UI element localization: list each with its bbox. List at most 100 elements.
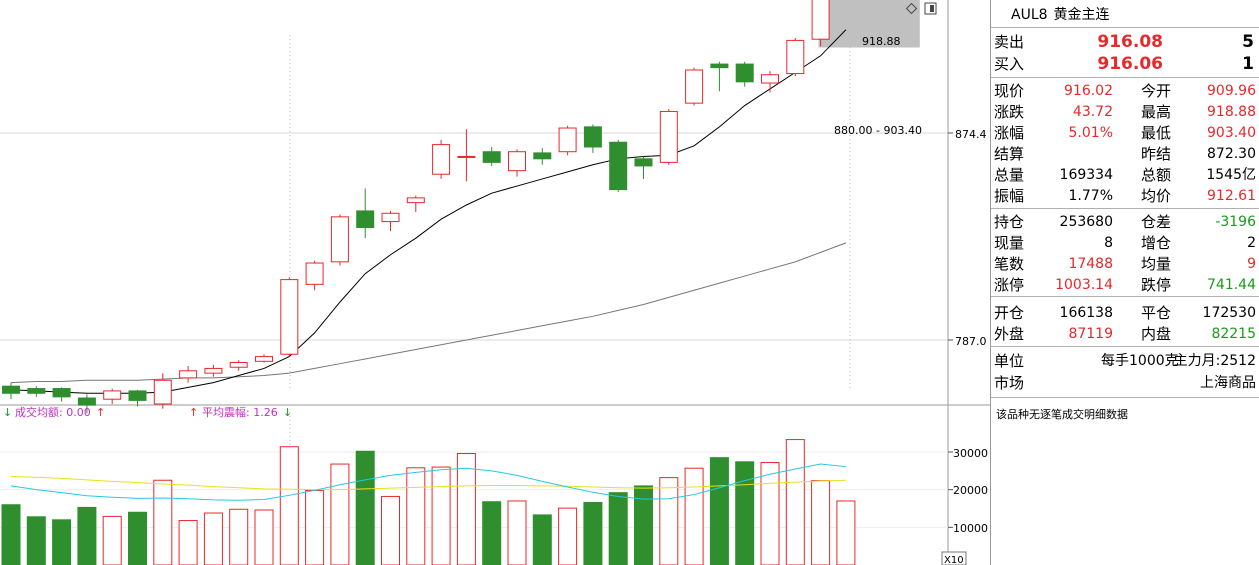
volume-bar bbox=[431, 466, 451, 565]
quote-label: 跌停 bbox=[1141, 276, 1172, 294]
quote-label: 最低 bbox=[1141, 124, 1172, 142]
unit-row: 单位 每手1000克 主力月:2512 bbox=[991, 351, 1259, 371]
volume-bar bbox=[684, 467, 704, 565]
volume-tick-label: 20000 bbox=[953, 484, 988, 497]
range-label: 880.00 - 903.40 bbox=[834, 124, 922, 137]
candle bbox=[406, 195, 425, 213]
volume-bar bbox=[203, 512, 223, 565]
volume-bar bbox=[406, 467, 426, 565]
quote-value: 1545亿 bbox=[1206, 167, 1256, 183]
quote-label: 外盘 bbox=[994, 325, 1025, 343]
candle bbox=[609, 139, 628, 192]
candle-body bbox=[280, 279, 299, 355]
contract-code: AUL8 bbox=[1011, 7, 1048, 23]
candle bbox=[305, 260, 324, 291]
candle bbox=[659, 109, 678, 165]
candle-body bbox=[52, 388, 71, 398]
volume-tick-label: 30000 bbox=[953, 447, 988, 460]
candle bbox=[583, 124, 602, 153]
candle bbox=[128, 389, 147, 407]
candle bbox=[710, 61, 729, 92]
candle bbox=[735, 61, 754, 87]
ma-long-line bbox=[10, 242, 847, 384]
candle bbox=[685, 67, 704, 106]
quote-row: 现量 8 增仓 2 bbox=[991, 233, 1259, 253]
quote-label: 内盘 bbox=[1141, 325, 1172, 343]
price-moving-averages bbox=[10, 29, 847, 394]
volume-bar bbox=[709, 457, 729, 565]
sell-qty: 5 bbox=[1242, 32, 1254, 52]
volume-bar bbox=[507, 500, 527, 565]
quote-value: 17488 bbox=[1068, 256, 1113, 272]
chart-toolbar bbox=[905, 2, 937, 15]
quote-label: 涨幅 bbox=[994, 124, 1025, 142]
quote-label: 涨停 bbox=[994, 276, 1025, 294]
diamond-icon[interactable] bbox=[905, 2, 918, 15]
candle-body bbox=[103, 390, 122, 400]
buy-row: 买入 916.06 1 bbox=[991, 54, 1259, 74]
volume-bar bbox=[381, 495, 400, 565]
candle bbox=[330, 214, 349, 266]
candle bbox=[356, 188, 375, 239]
volume-multiplier-label: X10 bbox=[944, 555, 964, 565]
quote-label: 增仓 bbox=[1141, 234, 1172, 252]
quote-value: 2 bbox=[1247, 235, 1256, 251]
quote-label: 今开 bbox=[1141, 82, 1172, 100]
quote-value: 909.96 bbox=[1207, 83, 1256, 99]
candle bbox=[761, 71, 779, 93]
candle bbox=[533, 148, 552, 165]
candle-body bbox=[558, 127, 577, 153]
volume-bar bbox=[482, 501, 502, 565]
candles[interactable] bbox=[2, 0, 855, 414]
quote-row: 笔数 17488 均量 9 bbox=[991, 254, 1259, 274]
volume-bar bbox=[760, 462, 780, 565]
candle-body bbox=[634, 158, 653, 167]
candle-body bbox=[508, 151, 526, 172]
market-label: 市场 bbox=[994, 374, 1025, 392]
candle bbox=[786, 38, 805, 76]
volume-bar bbox=[558, 507, 578, 565]
quote-value: 169334 bbox=[1059, 167, 1113, 183]
quote-value: 1.77% bbox=[1068, 188, 1113, 204]
sell-price: 916.08 bbox=[1097, 32, 1163, 52]
quote-row: 总量 169334 总额 1545亿 bbox=[991, 165, 1259, 185]
volume-bar bbox=[330, 463, 350, 565]
quote-label: 结算 bbox=[994, 145, 1025, 163]
volume-bar bbox=[305, 489, 325, 565]
volume-bar bbox=[254, 509, 274, 565]
quote-label: 平仓 bbox=[1141, 304, 1172, 322]
volume-bars[interactable] bbox=[1, 439, 856, 565]
quote-row: 外盘 87119 内盘 82215 bbox=[991, 324, 1259, 344]
candle-body bbox=[659, 110, 678, 163]
candlestick-chart[interactable]: 874.4 787.0 918.88 880.00 - 903.40 30000… bbox=[0, 0, 990, 565]
volume-bar bbox=[456, 453, 476, 565]
candle-body bbox=[583, 126, 602, 148]
quote-label: 开仓 bbox=[994, 304, 1025, 322]
candle-body bbox=[77, 397, 96, 406]
quote-label: 持仓 bbox=[994, 213, 1025, 231]
up-arrow-icon: ↑ bbox=[96, 406, 105, 419]
volume-bar bbox=[532, 514, 552, 565]
quote-value: 916.02 bbox=[1064, 83, 1113, 99]
candle bbox=[811, 0, 830, 47]
quote-label: 总量 bbox=[994, 166, 1025, 184]
volume-bar bbox=[735, 461, 755, 565]
quote-label: 均价 bbox=[1141, 187, 1172, 205]
window-icon-inner bbox=[930, 5, 934, 12]
quote-value: 8 bbox=[1104, 235, 1113, 251]
sell-row: 卖出 916.08 5 bbox=[991, 32, 1259, 52]
candle-body bbox=[2, 385, 20, 394]
volume-bar bbox=[659, 477, 679, 565]
candle-body bbox=[432, 144, 451, 175]
buy-label: 买入 bbox=[994, 55, 1025, 73]
volume-moving-averages bbox=[10, 463, 846, 501]
amplitude-indicator-label: 平均震幅: 1.26 bbox=[202, 406, 278, 419]
candle-body bbox=[685, 69, 704, 104]
down-arrow-icon: ↓ bbox=[3, 406, 12, 419]
candle bbox=[634, 156, 653, 179]
volume-bar bbox=[77, 506, 97, 565]
quote-row: 涨停 1003.14 跌停 741.44 bbox=[991, 275, 1259, 295]
candle-body bbox=[255, 356, 273, 362]
price-tick-label: 787.0 bbox=[955, 335, 987, 348]
candle-body bbox=[811, 0, 830, 40]
